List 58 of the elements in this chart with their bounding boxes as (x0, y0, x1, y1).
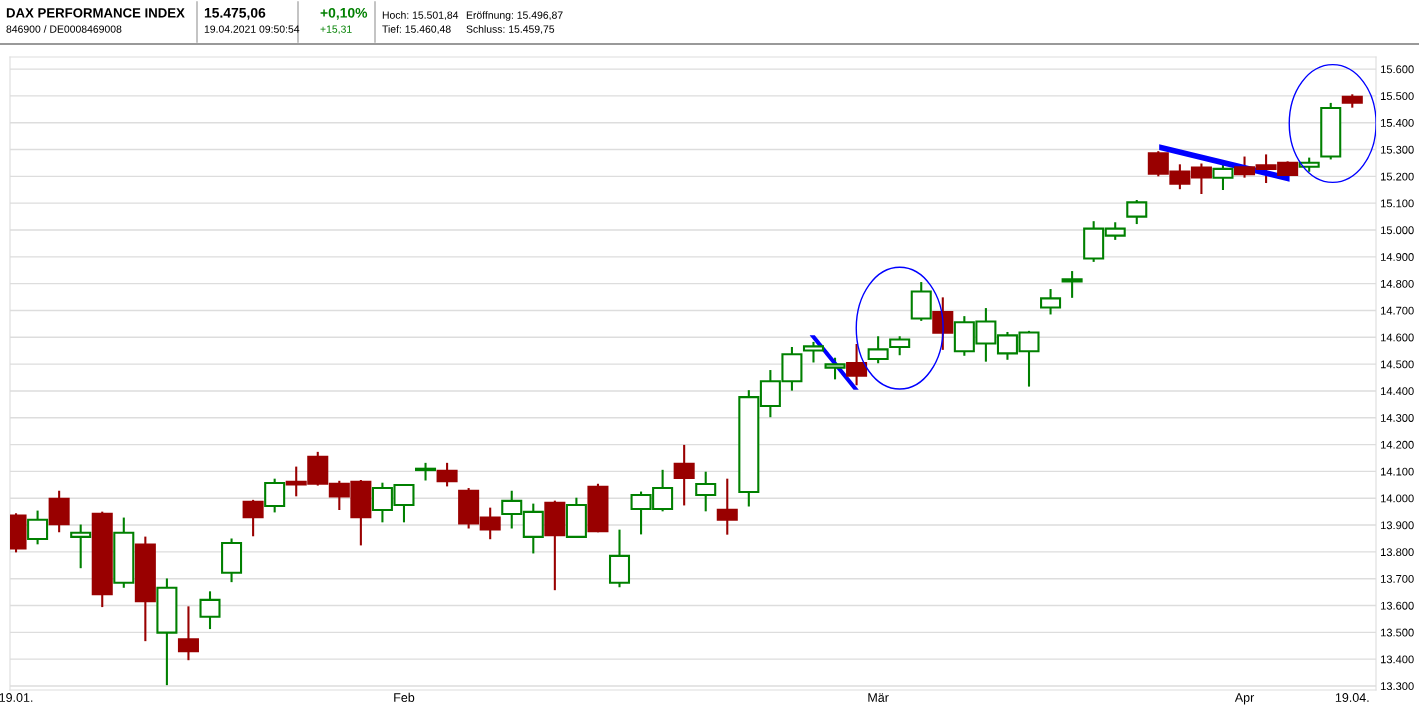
text: Hoch: 15.501,84 (382, 11, 459, 21)
text: Tief: 15.460,48 (382, 25, 451, 35)
text: +15,31 (320, 25, 352, 35)
candlestick (673, 444, 695, 506)
y-tick-label: 13.800 (1381, 548, 1414, 556)
candlestick (415, 462, 437, 481)
y-tick-label: 15.300 (1381, 145, 1414, 154)
y-tick-label: 14.000 (1381, 494, 1414, 503)
candlestick (716, 478, 738, 535)
y-tick-label: 13.900 (1381, 521, 1414, 530)
y-tick-label: 14.700 (1381, 306, 1414, 315)
candlestick (846, 344, 868, 386)
candlestick (1040, 289, 1062, 315)
y-tick-label: 13.300 (1381, 682, 1414, 691)
candlestick (1061, 271, 1083, 298)
y-tick-label: 14.800 (1381, 279, 1414, 288)
text: Schluss: 15.459,75 (466, 25, 555, 35)
y-tick-label: 13.700 (1381, 574, 1414, 583)
candlestick (242, 499, 264, 537)
candlestick (802, 341, 824, 363)
chart-subtitle: 846900 / DE0008469008 (6, 25, 122, 33)
chart-title: DAX PERFORMANCE INDEX (6, 8, 185, 18)
candlestick (199, 591, 221, 630)
candlestick (1126, 199, 1148, 225)
y-tick-label: 14.300 (1381, 414, 1414, 422)
y-tick-label: 14.900 (1381, 253, 1414, 261)
y-tick-label: 14.500 (1381, 360, 1414, 369)
y-tick-label: 15.600 (1381, 65, 1414, 74)
candlestick (264, 478, 286, 513)
candlestick (177, 606, 199, 661)
y-tick-label: 15.000 (1381, 226, 1414, 235)
text: +0,10% (320, 7, 368, 20)
y-tick-label: 14.600 (1381, 333, 1414, 342)
candlestick (436, 462, 458, 487)
candlestick (27, 510, 49, 545)
candlestick (695, 471, 717, 512)
x-tick-label: 19.01. (0, 693, 33, 702)
y-tick-label: 15.100 (1381, 199, 1414, 208)
candlestick (70, 524, 92, 569)
y-tick-label: 14.400 (1381, 387, 1414, 396)
candlestick (1212, 164, 1234, 190)
candlestick (867, 336, 889, 364)
candlestick (824, 357, 846, 380)
y-tick-label: 14.200 (1381, 440, 1414, 449)
y-tick-label: 15.200 (1381, 172, 1414, 181)
x-tick-label: 19.04. (1335, 693, 1369, 702)
text: 15.475,06 (204, 7, 266, 20)
y-tick-label: 13.600 (1381, 601, 1414, 610)
text: Eröffnung: 15.496,87 (466, 11, 563, 21)
y-tick-label: 13.500 (1381, 628, 1414, 637)
y-tick-label: 15.500 (1381, 92, 1414, 101)
x-tick-label: Mär (868, 693, 889, 702)
x-tick-label: Apr (1234, 693, 1255, 705)
text: 19.04.2021 09:50:54 (204, 25, 300, 33)
x-tick-label: Feb (394, 692, 415, 702)
y-tick-label: 14.100 (1381, 467, 1414, 476)
y-tick-label: 13.400 (1381, 655, 1414, 664)
y-tick-label: 15.400 (1381, 118, 1414, 127)
